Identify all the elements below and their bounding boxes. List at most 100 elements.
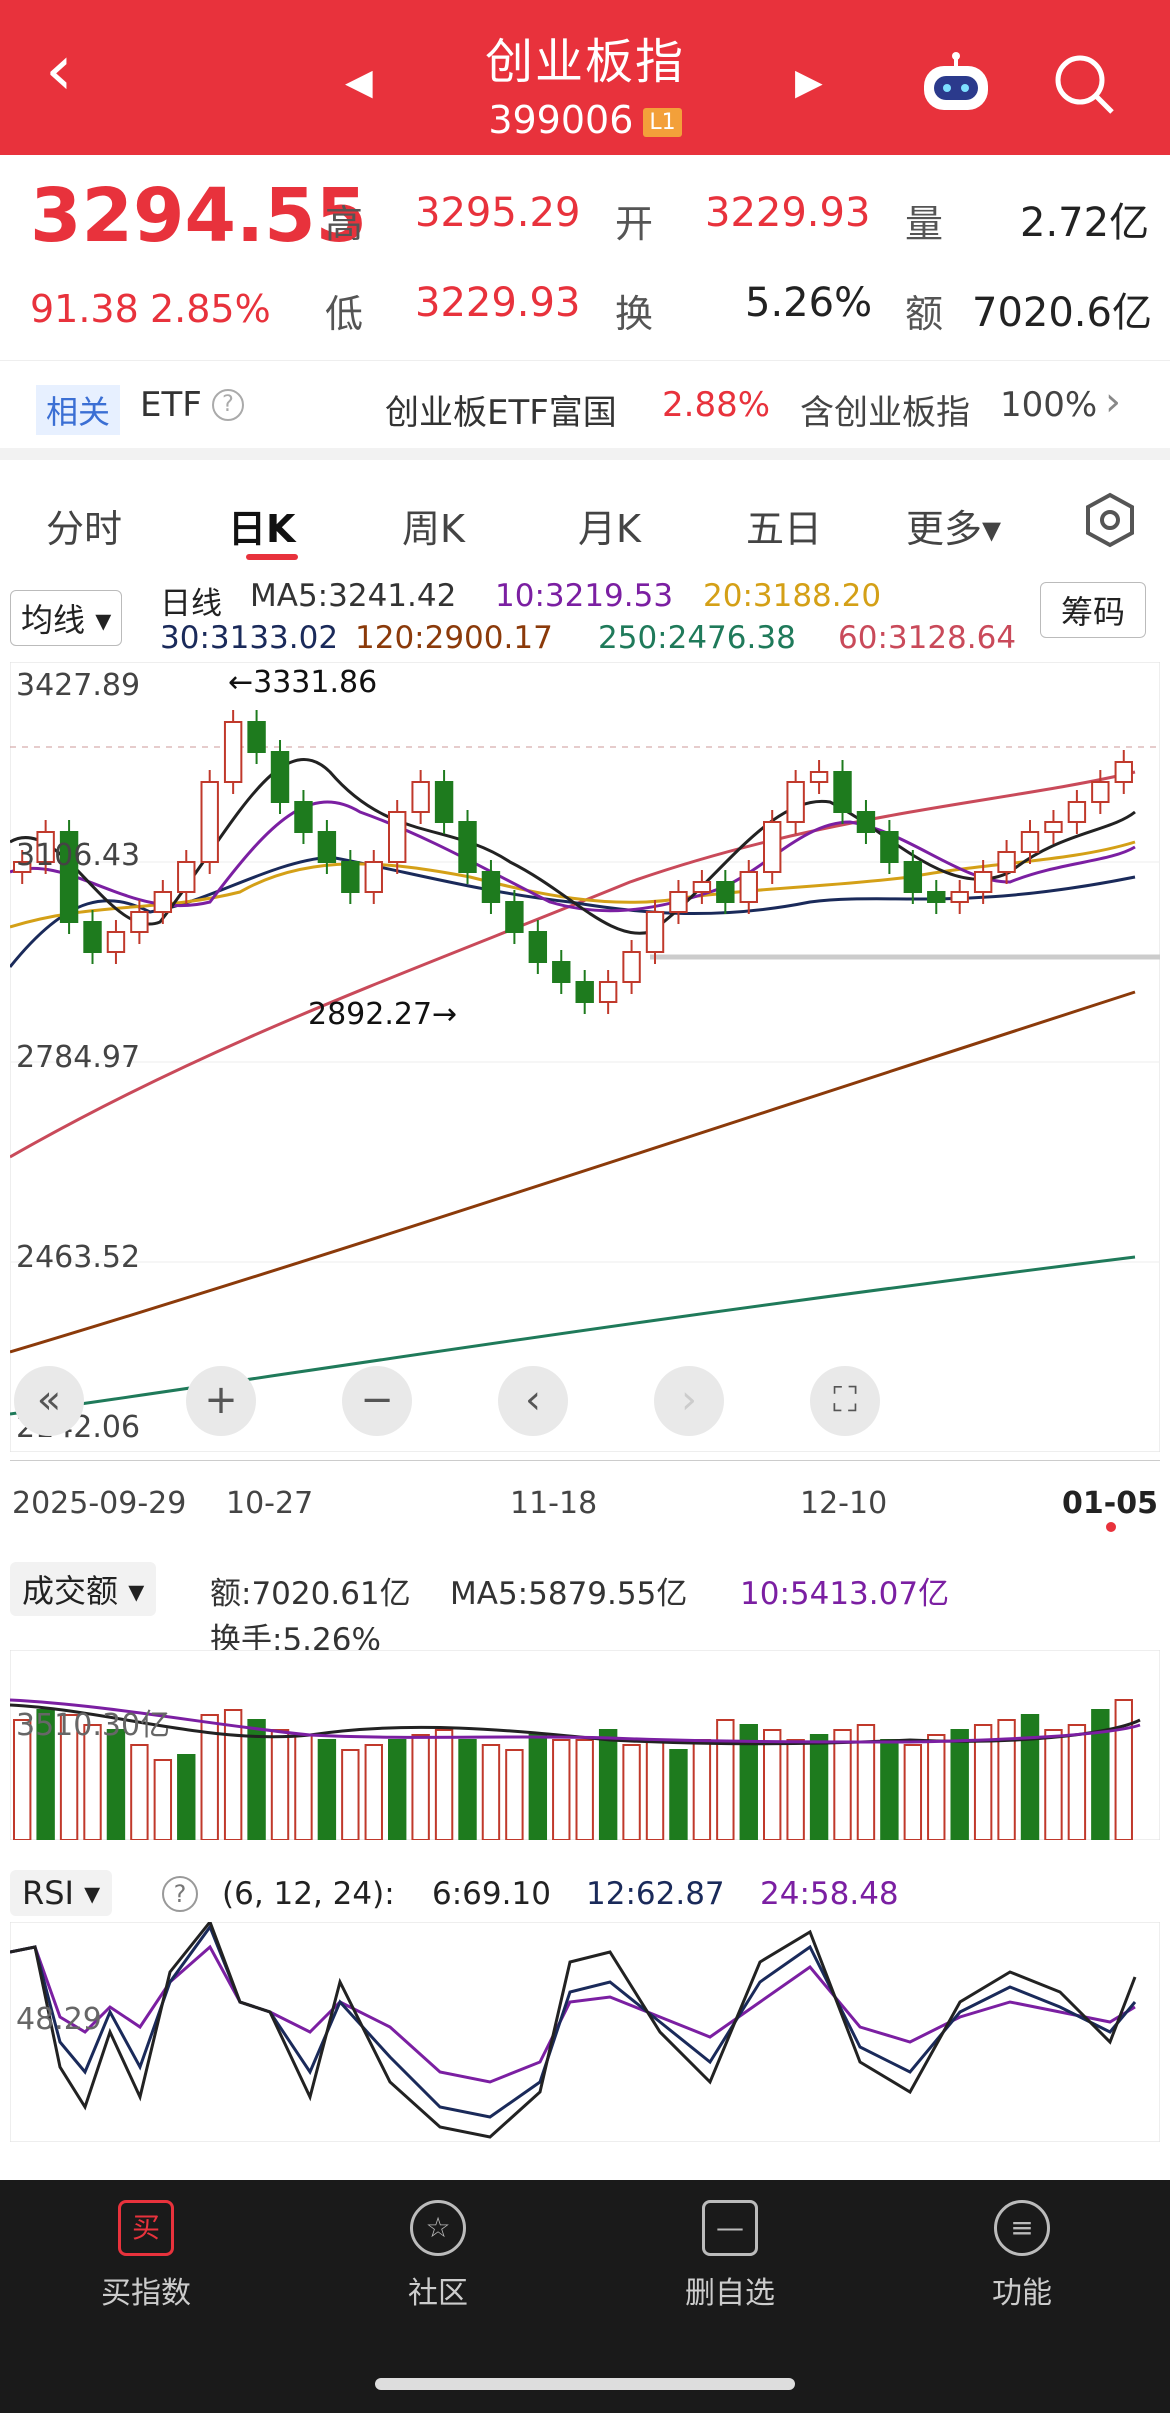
tab-five-day[interactable]: 五日 [746,507,823,551]
candles [13,710,1133,1014]
candle [1067,801,1087,823]
chip-button[interactable]: 筹码 [1040,582,1147,638]
volume-bar [786,1739,805,1840]
nav-community[interactable]: ☆ 社区 [338,2200,538,2312]
open-label: 开 [615,202,654,246]
volume-bar [341,1749,360,1840]
functions-icon: ≡ [994,2200,1050,2256]
volume-bar [317,1739,337,1840]
current-dot [1106,1522,1116,1532]
rsi-help-icon[interactable]: ? [162,1876,198,1912]
candle [833,771,852,813]
back-icon[interactable]: ‹ [45,29,73,111]
x-label-3: 11-18 [510,1486,598,1521]
nav-buy-index[interactable]: 买 买指数 [46,2200,246,2312]
next-stock-icon[interactable]: ▶ [795,62,823,103]
ma120-value: 120:2900.17 [355,620,553,656]
volume-ma10: 10:5413.07亿 [740,1576,950,1612]
nav-functions[interactable]: ≡ 功能 [922,2200,1122,2312]
candle [341,861,360,893]
candle [59,831,79,923]
candle [317,831,337,863]
tab-daily-k[interactable]: 日K [228,507,296,551]
ma5-value: MA5:3241.42 [250,578,457,614]
volume-value: 2.72亿 [1020,200,1150,246]
zoom-out-icon[interactable]: − [342,1366,412,1436]
rsi-chart[interactable] [10,1922,1160,2142]
amount-label: 额 [905,292,944,336]
candle [622,951,641,983]
candle [364,861,383,893]
candle [200,781,219,863]
nav-buy-label: 买指数 [101,2276,191,2311]
candle [177,861,196,893]
volume-bar [716,1719,735,1840]
low-label: 低 [325,292,364,336]
chevron-right-icon[interactable]: › [1105,379,1121,425]
rsi24-line [10,1944,1136,2084]
candle [739,871,758,903]
volume-ma10-line [10,1698,1141,1744]
ma-selector[interactable]: 均线 ▾ [10,590,123,646]
volume-bar [669,1749,688,1840]
high-value: 3295.29 [415,190,581,236]
rsi12-value: 12:62.87 [586,1876,725,1912]
candle [786,781,805,823]
kline-chart[interactable]: ←3331.86 2892.27→ [10,662,1160,1452]
ma250-line [10,1255,1136,1416]
ma20-value: 20:3188.20 [703,578,882,614]
volume-bar [692,1739,712,1840]
volume-bar [59,1714,79,1840]
last-price: 3294.55 [30,173,368,259]
rsi6-line [10,1922,1137,2139]
zoom-in-icon[interactable]: + [186,1366,256,1436]
fullscreen-icon[interactable]: ⛶ [810,1366,880,1436]
x-label-2: 10-27 [226,1486,314,1521]
volume-bar [270,1729,290,1840]
volume-bar [481,1744,501,1840]
volume-bar [223,1709,243,1840]
related-tag: 相关 [36,385,121,435]
bottom-nav: 买 买指数 ☆ 社区 — 删自选 ≡ 功能 [0,2180,1170,2413]
help-icon[interactable]: ? [212,389,244,421]
candle [1020,831,1040,853]
etf-bar[interactable]: 相关 ETF ? 创业板ETF富国 2.88% 含创业板指 100% › [0,360,1170,460]
candle [669,891,688,913]
scroll-left-icon[interactable]: ‹ [498,1366,568,1436]
candle [528,931,548,963]
volume-selector[interactable]: 成交额 ▾ [10,1562,157,1616]
tab-monthly-k[interactable]: 月K [578,507,641,551]
kline-frame [10,662,1160,1452]
price-change: 91.38 [30,287,139,331]
rewind-icon[interactable]: « [14,1366,84,1436]
candle [716,881,735,903]
open-value: 3229.93 [705,190,871,236]
volume-chart[interactable] [10,1650,1160,1840]
volume-bar [1067,1724,1087,1840]
ma10-line [10,800,1136,913]
volume-bar [622,1744,641,1840]
robot-icon[interactable] [918,52,994,127]
etf-name[interactable]: 创业板ETF富国 [385,393,617,433]
candle [997,851,1016,873]
candle [927,891,946,903]
tab-intraday[interactable]: 分时 [46,507,123,551]
prev-stock-icon[interactable]: ◀ [345,62,373,103]
volume-bar [1020,1714,1040,1840]
settings-icon[interactable] [1082,492,1138,552]
volume-bar [903,1744,923,1840]
candle [950,891,969,903]
ma60-value: 60:3128.64 [838,620,1017,656]
volume-bar [763,1729,782,1840]
quote-panel: 3294.55 91.38 2.85% 高 3295.29 开 3229.93 … [0,155,1170,355]
candle [153,891,173,913]
nav-remove-watchlist[interactable]: — 删自选 [630,2200,830,2312]
volume-bar [177,1754,196,1840]
tab-weekly-k[interactable]: 周K [402,507,465,551]
stock-code: 399006 L1 [0,98,1170,142]
search-icon[interactable] [1052,52,1116,127]
volume-bar [247,1719,266,1840]
tab-more[interactable]: 更多▾ [906,507,1002,551]
rsi-selector[interactable]: RSI ▾ [10,1870,113,1916]
scroll-right-icon[interactable]: › [654,1366,724,1436]
